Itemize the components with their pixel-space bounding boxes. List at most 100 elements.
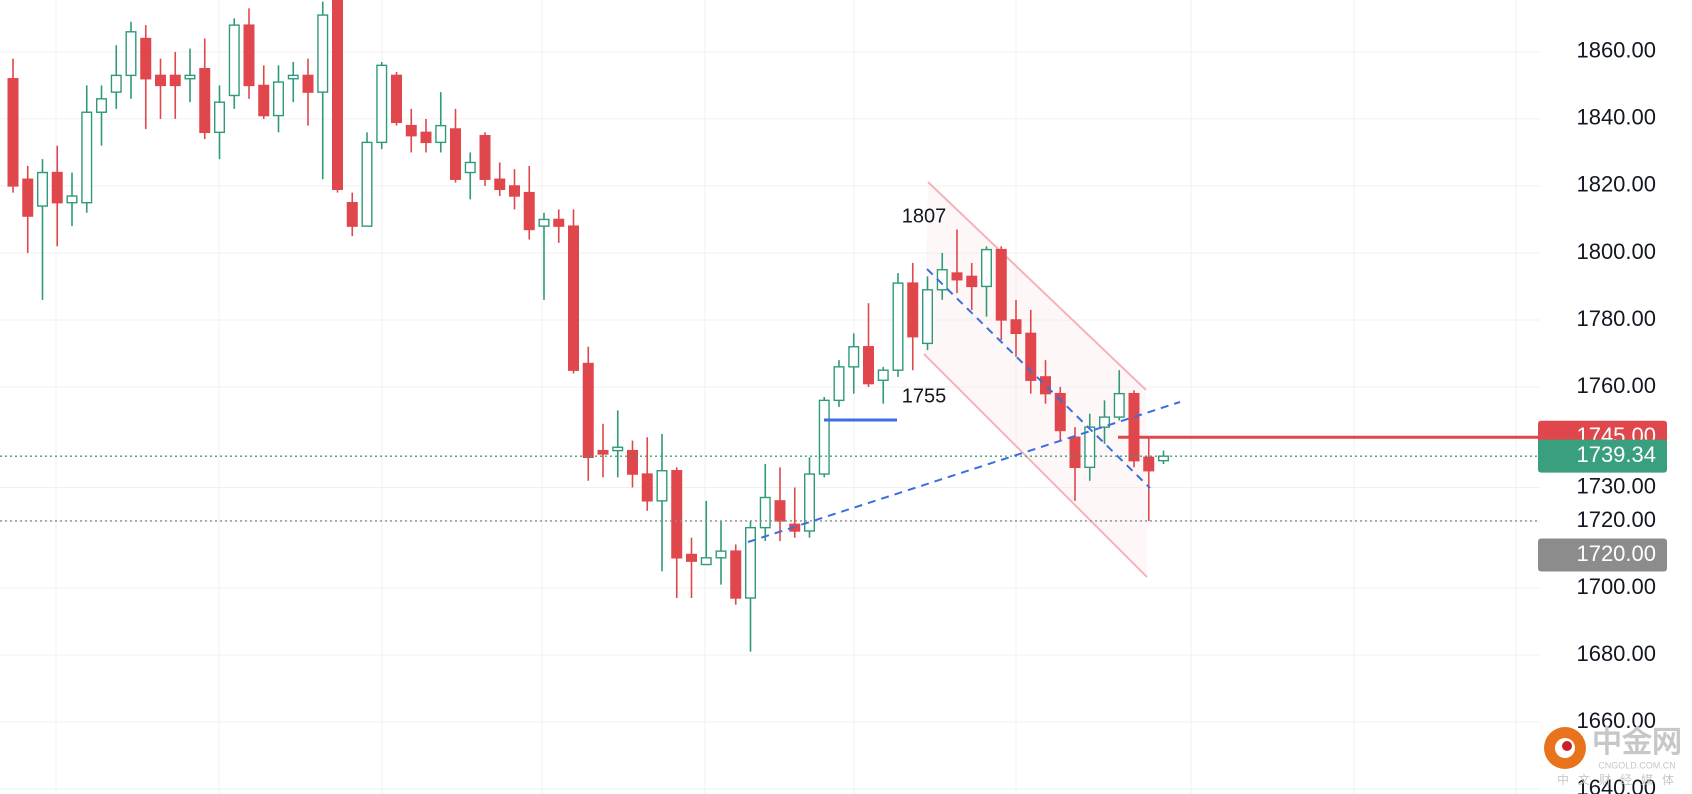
candle-body [479, 134, 491, 180]
candle-body [51, 171, 63, 204]
y-tick-label: 1680.00 [1576, 641, 1656, 666]
channel-line [927, 181, 1147, 391]
candle-body [892, 282, 904, 371]
candle-body [287, 74, 299, 80]
candle-body [361, 141, 373, 227]
candle-body [641, 473, 653, 502]
trend-lines: 1807 1755 [747, 205, 1181, 543]
candle-body [671, 470, 683, 559]
candle-body [302, 74, 314, 93]
candle-body [818, 399, 830, 475]
candle-body [966, 275, 978, 288]
candle-body [273, 81, 285, 117]
price-badge-label: 1739.34 [1576, 442, 1656, 467]
candle-body [1113, 392, 1125, 418]
candle-body [981, 248, 993, 288]
candle-body [568, 225, 580, 371]
y-tick-label: 1660.00 [1576, 708, 1656, 733]
y-tick-label: 1840.00 [1576, 105, 1656, 130]
candle-body [37, 171, 49, 207]
candle-body [553, 218, 565, 227]
candle-body [686, 553, 698, 562]
candle-body [612, 446, 624, 452]
candle-body [759, 496, 771, 529]
candle-body [700, 557, 712, 566]
candle-body [125, 31, 137, 77]
price-badge [1538, 439, 1667, 473]
price-badge [1538, 538, 1667, 572]
candle-body [391, 74, 403, 123]
candle-body [907, 282, 919, 338]
candle-body [848, 346, 860, 368]
candle-body [464, 161, 476, 174]
y-tick-label: 1820.00 [1576, 172, 1656, 197]
candle-body [110, 74, 122, 93]
candle-body [597, 449, 609, 455]
price-badge-label: 1720.00 [1576, 541, 1656, 566]
annotation: 1755 [902, 385, 947, 407]
candle-body [656, 470, 668, 502]
candle-body [317, 14, 329, 93]
candle-body [833, 366, 845, 402]
candle-body [1157, 455, 1169, 462]
candle-body [332, 0, 344, 190]
slogan: 中文财经媒体 [1557, 772, 1683, 787]
candle-body [184, 74, 196, 80]
candle-body [22, 178, 34, 217]
y-tick-label: 1720.00 [1576, 507, 1656, 532]
y-tick-label: 1800.00 [1576, 239, 1656, 264]
candle-body [922, 289, 934, 345]
brand: 中金网 [1592, 725, 1682, 759]
candle-body [7, 78, 19, 187]
candle-body [228, 24, 240, 97]
grid [0, 51, 1540, 790]
y-tick-label: 1730.00 [1576, 473, 1656, 498]
price-axis: 1640.00 1660.00 1680.00 1700.00 1720.00 1730.… [1538, 38, 1667, 794]
candle-body [1128, 392, 1140, 462]
candle-body [804, 473, 816, 532]
trend-line [747, 401, 1181, 543]
candle-body [1143, 456, 1155, 472]
candle-body [1025, 332, 1037, 381]
candle-body [627, 449, 639, 475]
annotation: 1807 [902, 205, 947, 227]
y-tick-label: 1640.00 [1576, 775, 1656, 794]
candle-body [1010, 319, 1022, 335]
candle-body [951, 272, 963, 281]
candle-body [745, 526, 757, 599]
candle-body [376, 64, 388, 144]
candle-body [420, 131, 432, 144]
channel-line [923, 353, 1148, 578]
candle-body [140, 37, 152, 80]
candle-body [877, 369, 889, 381]
candle-body [1084, 426, 1096, 469]
candle-body [243, 24, 255, 87]
candle-body [523, 191, 535, 231]
candle-body [213, 101, 225, 134]
candle-body [1098, 416, 1110, 428]
candle-body [435, 124, 447, 144]
candle-body [1069, 436, 1081, 469]
y-tick-label: 1700.00 [1576, 574, 1656, 599]
candle-body [346, 201, 358, 227]
candle-body [95, 98, 107, 113]
candle-body [405, 124, 417, 137]
candle-body [995, 248, 1007, 321]
candles [0, 0, 1538, 652]
candle-body [582, 362, 594, 459]
logo [1562, 741, 1572, 751]
trend-line [926, 268, 1151, 489]
candle-body [863, 346, 875, 385]
candle-body [494, 178, 506, 190]
candle-body [715, 550, 727, 559]
y-tick-label: 1860.00 [1576, 38, 1656, 63]
candle-body [199, 67, 211, 134]
candle-body [450, 128, 462, 180]
candle-body [154, 74, 166, 87]
candle-body [169, 74, 181, 87]
candle-body [81, 111, 93, 204]
candle-body [1054, 392, 1066, 432]
y-tick-label: 1760.00 [1576, 373, 1656, 398]
candle-body [730, 550, 742, 599]
